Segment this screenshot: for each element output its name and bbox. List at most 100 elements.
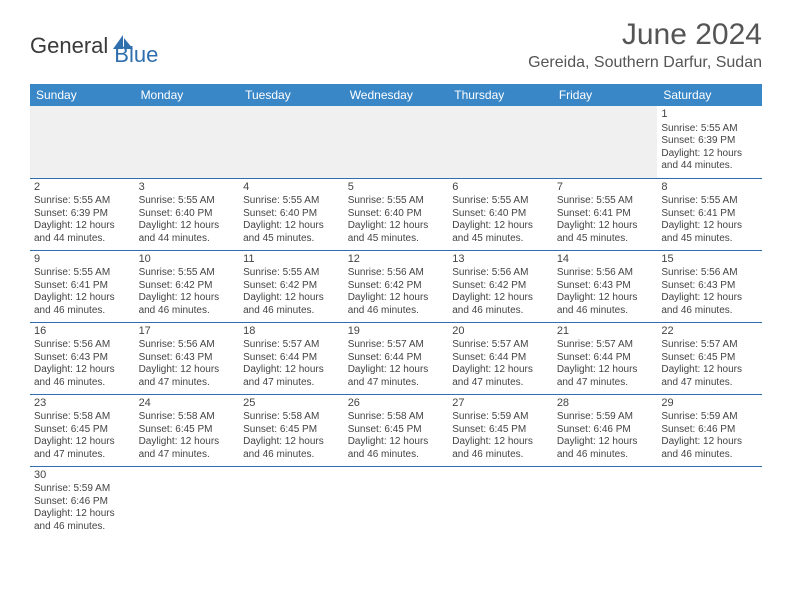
sunrise-text: Sunrise: 5:55 AM [661,123,758,136]
sunrise-text: Sunrise: 5:55 AM [452,195,549,208]
sunrise-text: Sunrise: 5:55 AM [34,267,131,280]
calendar-header-cell: Monday [135,84,240,106]
logo-text-general: General [30,33,108,59]
sunrise-text: Sunrise: 5:57 AM [348,339,445,352]
sunset-text: Sunset: 6:44 PM [452,352,549,365]
day-number: 29 [661,397,758,411]
calendar-cell: 6Sunrise: 5:55 AMSunset: 6:40 PMDaylight… [448,178,553,250]
day-number: 25 [243,397,340,411]
calendar-cell: 27Sunrise: 5:59 AMSunset: 6:45 PMDayligh… [448,394,553,466]
calendar-cell: 12Sunrise: 5:56 AMSunset: 6:42 PMDayligh… [344,250,449,322]
daylight-text: Daylight: 12 hours and 47 minutes. [557,364,654,389]
sunset-text: Sunset: 6:43 PM [34,352,131,365]
calendar-cell: 4Sunrise: 5:55 AMSunset: 6:40 PMDaylight… [239,178,344,250]
calendar-cell [657,466,762,538]
calendar-cell: 20Sunrise: 5:57 AMSunset: 6:44 PMDayligh… [448,322,553,394]
calendar-cell: 18Sunrise: 5:57 AMSunset: 6:44 PMDayligh… [239,322,344,394]
sunrise-text: Sunrise: 5:56 AM [452,267,549,280]
calendar-cell: 26Sunrise: 5:58 AMSunset: 6:45 PMDayligh… [344,394,449,466]
calendar-cell [30,106,135,178]
sunrise-text: Sunrise: 5:57 AM [452,339,549,352]
sunset-text: Sunset: 6:40 PM [243,208,340,221]
day-number: 1 [661,108,758,122]
page-title: June 2024 [528,18,762,52]
sunset-text: Sunset: 6:39 PM [661,135,758,148]
calendar-header-cell: Saturday [657,84,762,106]
sunrise-text: Sunrise: 5:55 AM [348,195,445,208]
sunset-text: Sunset: 6:41 PM [34,280,131,293]
logo-text-blue: Blue [114,42,158,68]
day-number: 26 [348,397,445,411]
sunrise-text: Sunrise: 5:55 AM [557,195,654,208]
calendar-cell: 17Sunrise: 5:56 AMSunset: 6:43 PMDayligh… [135,322,240,394]
calendar-cell [344,106,449,178]
daylight-text: Daylight: 12 hours and 47 minutes. [139,364,236,389]
daylight-text: Daylight: 12 hours and 45 minutes. [661,220,758,245]
calendar-cell [239,106,344,178]
title-block: June 2024 Gereida, Southern Darfur, Suda… [528,18,762,72]
sunrise-text: Sunrise: 5:58 AM [348,411,445,424]
calendar-cell [448,106,553,178]
daylight-text: Daylight: 12 hours and 46 minutes. [348,436,445,461]
calendar-header-cell: Friday [553,84,658,106]
calendar-cell: 5Sunrise: 5:55 AMSunset: 6:40 PMDaylight… [344,178,449,250]
daylight-text: Daylight: 12 hours and 46 minutes. [34,364,131,389]
day-number: 3 [139,181,236,195]
day-number: 9 [34,253,131,267]
calendar-cell [135,106,240,178]
sunset-text: Sunset: 6:43 PM [139,352,236,365]
calendar-header-cell: Thursday [448,84,553,106]
calendar-cell: 23Sunrise: 5:58 AMSunset: 6:45 PMDayligh… [30,394,135,466]
sunrise-text: Sunrise: 5:57 AM [557,339,654,352]
sunrise-text: Sunrise: 5:56 AM [348,267,445,280]
day-number: 7 [557,181,654,195]
sunset-text: Sunset: 6:40 PM [139,208,236,221]
calendar-table: SundayMondayTuesdayWednesdayThursdayFrid… [30,84,762,538]
sunrise-text: Sunrise: 5:55 AM [243,195,340,208]
sunset-text: Sunset: 6:45 PM [243,424,340,437]
sunset-text: Sunset: 6:45 PM [348,424,445,437]
daylight-text: Daylight: 12 hours and 44 minutes. [139,220,236,245]
daylight-text: Daylight: 12 hours and 45 minutes. [348,220,445,245]
calendar-cell: 30Sunrise: 5:59 AMSunset: 6:46 PMDayligh… [30,466,135,538]
daylight-text: Daylight: 12 hours and 47 minutes. [661,364,758,389]
calendar-header-cell: Tuesday [239,84,344,106]
daylight-text: Daylight: 12 hours and 46 minutes. [661,292,758,317]
daylight-text: Daylight: 12 hours and 47 minutes. [34,436,131,461]
sunset-text: Sunset: 6:40 PM [348,208,445,221]
sunset-text: Sunset: 6:39 PM [34,208,131,221]
calendar-cell: 21Sunrise: 5:57 AMSunset: 6:44 PMDayligh… [553,322,658,394]
day-number: 11 [243,253,340,267]
day-number: 27 [452,397,549,411]
sunrise-text: Sunrise: 5:56 AM [557,267,654,280]
sunrise-text: Sunrise: 5:55 AM [139,267,236,280]
daylight-text: Daylight: 12 hours and 46 minutes. [661,436,758,461]
day-number: 10 [139,253,236,267]
sunset-text: Sunset: 6:42 PM [348,280,445,293]
day-number: 21 [557,325,654,339]
sunset-text: Sunset: 6:45 PM [452,424,549,437]
sunset-text: Sunset: 6:46 PM [661,424,758,437]
sunset-text: Sunset: 6:44 PM [243,352,340,365]
calendar-cell: 14Sunrise: 5:56 AMSunset: 6:43 PMDayligh… [553,250,658,322]
daylight-text: Daylight: 12 hours and 44 minutes. [34,220,131,245]
calendar-cell [239,466,344,538]
calendar-cell: 7Sunrise: 5:55 AMSunset: 6:41 PMDaylight… [553,178,658,250]
calendar-cell [553,466,658,538]
header: General Blue June 2024 Gereida, Southern… [0,0,792,76]
day-number: 30 [34,469,131,483]
sunset-text: Sunset: 6:45 PM [34,424,131,437]
sunrise-text: Sunrise: 5:59 AM [34,483,131,496]
calendar-cell [553,106,658,178]
sunrise-text: Sunrise: 5:59 AM [452,411,549,424]
calendar-cell: 15Sunrise: 5:56 AMSunset: 6:43 PMDayligh… [657,250,762,322]
sunset-text: Sunset: 6:42 PM [452,280,549,293]
sunset-text: Sunset: 6:45 PM [139,424,236,437]
day-number: 12 [348,253,445,267]
day-number: 4 [243,181,340,195]
calendar-cell: 19Sunrise: 5:57 AMSunset: 6:44 PMDayligh… [344,322,449,394]
calendar-cell: 28Sunrise: 5:59 AMSunset: 6:46 PMDayligh… [553,394,658,466]
calendar-cell: 25Sunrise: 5:58 AMSunset: 6:45 PMDayligh… [239,394,344,466]
calendar-cell: 3Sunrise: 5:55 AMSunset: 6:40 PMDaylight… [135,178,240,250]
daylight-text: Daylight: 12 hours and 47 minutes. [243,364,340,389]
